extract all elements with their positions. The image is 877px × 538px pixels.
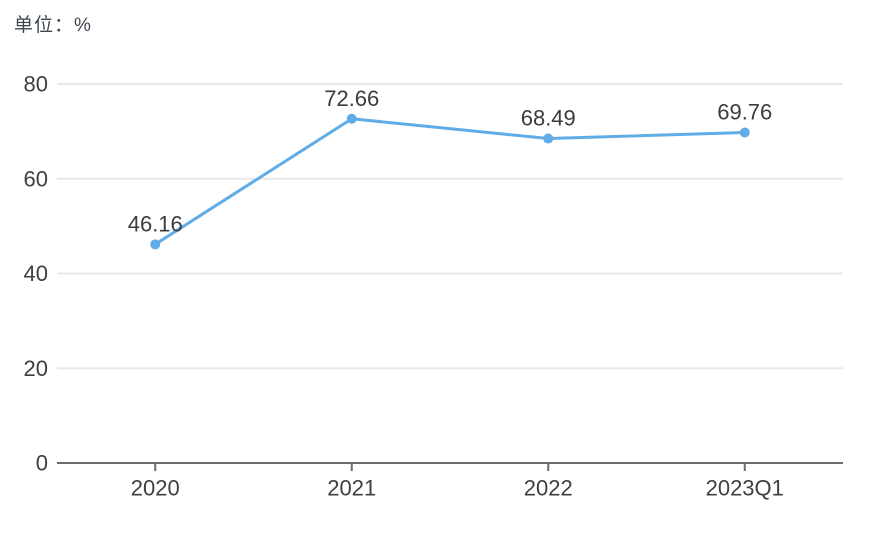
data-point-label: 68.49 bbox=[521, 106, 576, 131]
data-point bbox=[543, 133, 554, 144]
x-tick-label: 2021 bbox=[327, 476, 376, 501]
data-point-label: 72.66 bbox=[324, 86, 379, 111]
y-tick-label: 80 bbox=[24, 72, 48, 97]
y-tick-label: 60 bbox=[24, 166, 48, 191]
x-tick-label: 2023Q1 bbox=[706, 476, 784, 501]
data-point bbox=[346, 113, 357, 124]
y-tick-label: 20 bbox=[24, 356, 48, 381]
data-point-label: 69.76 bbox=[717, 100, 772, 125]
y-tick-label: 40 bbox=[24, 261, 48, 286]
data-point bbox=[739, 127, 750, 138]
x-tick-label: 2022 bbox=[524, 476, 573, 501]
y-tick-label: 0 bbox=[36, 451, 48, 476]
series-line bbox=[153, 117, 747, 246]
data-point bbox=[150, 239, 161, 250]
data-point-label: 46.16 bbox=[128, 211, 183, 236]
x-tick-label: 2020 bbox=[131, 476, 180, 501]
unit-label: 单位：% bbox=[14, 15, 92, 36]
